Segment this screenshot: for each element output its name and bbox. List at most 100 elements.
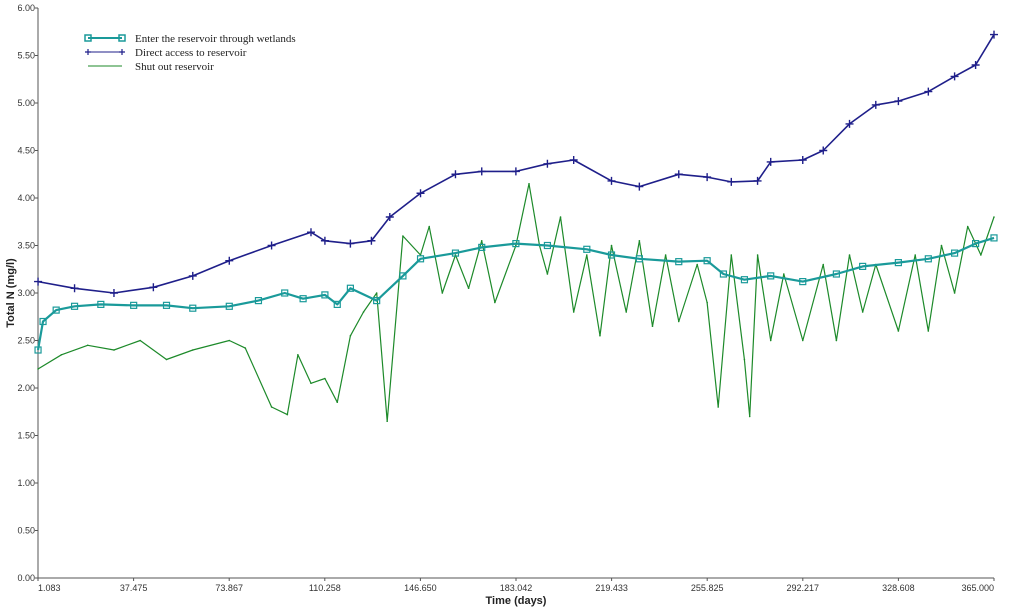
data-point-shut-out-reservoir xyxy=(86,344,89,347)
data-point-shut-out-reservoir xyxy=(625,311,628,313)
data-point-direct-access-to-reservoir xyxy=(416,189,425,198)
plot-area xyxy=(37,8,994,579)
data-point-shut-out-reservoir xyxy=(953,292,956,294)
data-point-enter-the-reservoir-through-wetlands xyxy=(225,302,233,310)
data-point-shut-out-reservoir xyxy=(730,254,733,256)
data-point-enter-the-reservoir-through-wetlands xyxy=(740,276,749,284)
data-point-shut-out-reservoir xyxy=(60,353,63,356)
data-point-enter-the-reservoir-through-wetlands xyxy=(950,249,959,257)
data-point-direct-access-to-reservoir xyxy=(70,284,79,293)
data-point-enter-the-reservoir-through-wetlands xyxy=(321,291,329,299)
legend-label-wetlands: Enter the reservoir through wetlands xyxy=(135,33,296,45)
y-tick-label: 1.50 xyxy=(17,431,35,441)
x-axis-title: Time (days) xyxy=(486,595,547,607)
data-point-shut-out-reservoir xyxy=(980,254,982,256)
y-tick-label: 4.00 xyxy=(17,193,35,203)
data-point-enter-the-reservoir-through-wetlands xyxy=(373,297,381,305)
data-point-direct-access-to-reservoir xyxy=(109,289,118,297)
data-point-direct-access-to-reservoir xyxy=(607,176,616,185)
data-point-shut-out-reservoir xyxy=(993,216,995,218)
x-tick-label: 219.433 xyxy=(595,583,628,593)
data-point-shut-out-reservoir xyxy=(940,244,943,247)
data-point-direct-access-to-reservoir xyxy=(320,236,329,245)
data-point-shut-out-reservoir xyxy=(454,254,457,256)
legend-item-shut-out: Shut out reservoir xyxy=(88,61,214,73)
data-point-enter-the-reservoir-through-wetlands xyxy=(675,258,683,266)
data-point-direct-access-to-reservoir xyxy=(635,182,644,191)
legend-label-direct: Direct access to reservoir xyxy=(135,47,247,59)
data-point-enter-the-reservoir-through-wetlands xyxy=(924,255,932,263)
legend-marker-wetlands-start xyxy=(84,34,92,42)
data-point-direct-access-to-reservoir xyxy=(674,170,683,179)
data-point-shut-out-reservoir xyxy=(914,254,916,256)
data-point-enter-the-reservoir-through-wetlands xyxy=(703,257,711,265)
y-tick-label: 2.00 xyxy=(17,383,35,393)
series-line-shut-out-reservoir xyxy=(37,183,995,422)
series-direct-access-to-reservoir xyxy=(34,30,998,297)
data-point-shut-out-reservoir xyxy=(756,254,759,256)
y-tick-label: 4.50 xyxy=(17,146,35,156)
data-point-enter-the-reservoir-through-wetlands xyxy=(767,272,775,280)
data-point-shut-out-reservoir xyxy=(402,235,404,237)
data-point-shut-out-reservoir xyxy=(599,334,601,337)
data-point-shut-out-reservoir xyxy=(651,325,654,328)
data-point-shut-out-reservoir xyxy=(783,273,785,275)
legend: Enter the reservoir through wetlands Dir… xyxy=(84,33,296,73)
data-point-enter-the-reservoir-through-wetlands xyxy=(799,278,807,286)
y-tick-label: 0.00 xyxy=(17,573,35,583)
data-point-shut-out-reservoir xyxy=(897,330,900,332)
data-point-shut-out-reservoir xyxy=(966,225,969,228)
data-point-direct-access-to-reservoir xyxy=(924,87,933,96)
data-point-enter-the-reservoir-through-wetlands xyxy=(583,245,591,253)
data-point-direct-access-to-reservoir xyxy=(766,157,775,166)
data-point-direct-access-to-reservoir xyxy=(753,176,762,185)
data-point-enter-the-reservoir-through-wetlands xyxy=(162,301,171,309)
y-tick-label: 3.50 xyxy=(17,241,35,251)
data-point-enter-the-reservoir-through-wetlands xyxy=(399,272,407,280)
data-point-shut-out-reservoir xyxy=(467,287,470,290)
data-point-enter-the-reservoir-through-wetlands xyxy=(990,234,998,242)
data-point-shut-out-reservoir xyxy=(586,254,588,256)
y-tick-label: 1.00 xyxy=(17,478,35,488)
data-point-shut-out-reservoir xyxy=(494,301,496,304)
data-point-direct-access-to-reservoir xyxy=(990,30,998,39)
data-point-shut-out-reservoir xyxy=(244,347,247,349)
data-point-direct-access-to-reservoir xyxy=(451,170,460,179)
data-point-shut-out-reservoir xyxy=(664,254,667,256)
data-point-direct-access-to-reservoir xyxy=(346,239,355,248)
x-tick-label: 73.867 xyxy=(215,583,243,593)
data-point-direct-access-to-reservoir xyxy=(267,241,276,250)
y-axis-ticks: 0.00 0.50 1.00 1.50 2.00 2.50 3.00 3.50 4.00 4.50… xyxy=(17,3,38,583)
legend-marker-wetlands-end xyxy=(118,34,126,42)
data-point-shut-out-reservoir xyxy=(191,349,194,351)
data-point-shut-out-reservoir xyxy=(336,401,339,404)
series-enter-the-reservoir-through-wetlands xyxy=(34,234,998,354)
data-point-enter-the-reservoir-through-wetlands xyxy=(34,346,42,354)
data-point-enter-the-reservoir-through-wetlands xyxy=(254,297,263,305)
legend-item-wetlands: Enter the reservoir through wetlands xyxy=(84,33,296,45)
legend-item-direct: Direct access to reservoir xyxy=(85,47,247,59)
data-point-direct-access-to-reservoir xyxy=(225,256,234,265)
data-point-direct-access-to-reservoir xyxy=(477,167,486,176)
data-point-enter-the-reservoir-through-wetlands xyxy=(130,301,138,309)
x-axis-ticks: 1.083 37.475 73.867 110.258 146.650 183.042 21… xyxy=(37,578,995,593)
data-point-enter-the-reservoir-through-wetlands xyxy=(333,300,341,308)
data-point-direct-access-to-reservoir xyxy=(971,61,980,69)
data-point-shut-out-reservoir xyxy=(324,377,326,380)
x-tick-label: 110.258 xyxy=(309,583,341,593)
data-point-shut-out-reservoir xyxy=(480,239,483,242)
data-point-shut-out-reservoir xyxy=(769,339,772,342)
data-point-enter-the-reservoir-through-wetlands xyxy=(894,259,902,267)
data-point-shut-out-reservoir xyxy=(706,301,708,304)
data-point-shut-out-reservoir xyxy=(848,254,851,256)
data-point-shut-out-reservoir xyxy=(310,382,312,385)
data-point-enter-the-reservoir-through-wetlands xyxy=(607,251,616,259)
y-tick-label: 0.50 xyxy=(17,526,35,536)
data-point-enter-the-reservoir-through-wetlands xyxy=(543,241,552,250)
data-point-shut-out-reservoir xyxy=(37,368,39,370)
y-tick-label: 5.00 xyxy=(17,98,35,108)
data-point-shut-out-reservoir xyxy=(428,225,431,228)
data-point-shut-out-reservoir xyxy=(927,330,930,332)
data-point-direct-access-to-reservoir xyxy=(871,100,880,109)
data-point-shut-out-reservoir xyxy=(386,420,388,423)
